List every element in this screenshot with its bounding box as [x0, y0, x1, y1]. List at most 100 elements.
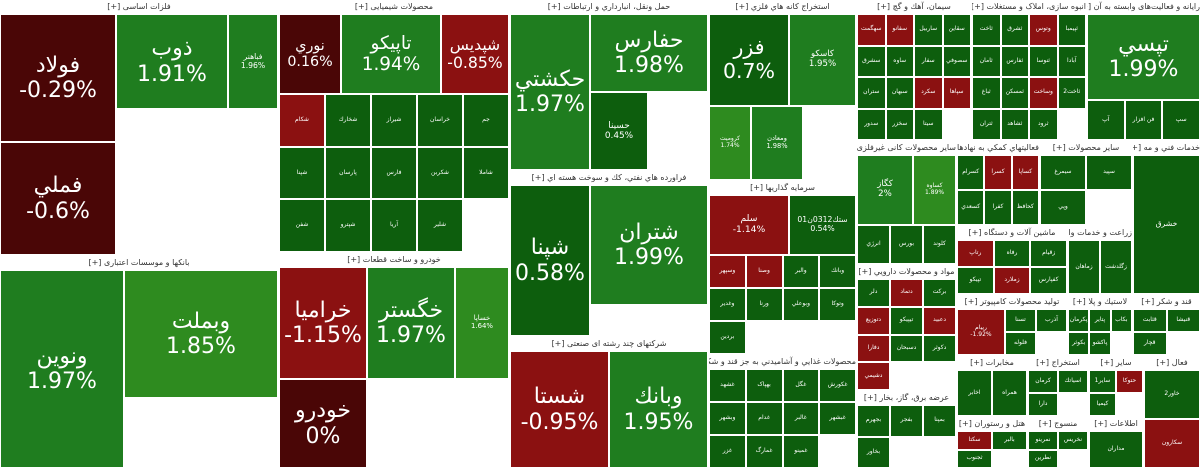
- stock-tile[interactable]: شستا -0.95%: [510, 351, 609, 468]
- stock-tile[interactable]: ثرود: [1029, 108, 1058, 140]
- stock-tile[interactable]: كسعدي: [957, 190, 985, 225]
- sector-s8[interactable]: بانکها و موسسات اعتباری [+] ونوين 1.97% وبم…: [0, 256, 278, 468]
- sector-header[interactable]: قند و شکر [+]: [1133, 295, 1200, 309]
- sector-header[interactable]: فعالیتهاي كمكي به نهادهاي مالي [+]: [957, 141, 1039, 155]
- stock-tile[interactable]: تپسي 1.99%: [1087, 14, 1200, 100]
- stock-tile[interactable]: بالبر: [992, 431, 1027, 450]
- stock-tile[interactable]: كلوند: [923, 225, 956, 264]
- stock-tile[interactable]: بردين: [709, 321, 746, 354]
- sector-s2[interactable]: محصولات شیمیایی [+] نوري 0.16% تاپيكو 1.94% ش…: [279, 0, 509, 252]
- sector-header[interactable]: لاستيك و پلا [+]: [1068, 295, 1132, 309]
- sector-header[interactable]: محصولات غذايي و آشاميدني به جز قند و شكر…: [709, 355, 856, 369]
- stock-tile[interactable]: غكورش: [819, 369, 856, 402]
- sector-header[interactable]: هتل و رستوران [+]: [957, 417, 1027, 431]
- stock-tile[interactable]: قثابت: [1133, 309, 1167, 332]
- stock-tile[interactable]: اخابر: [957, 370, 992, 416]
- stock-tile[interactable]: ثباغ: [972, 77, 1001, 109]
- stock-tile[interactable]: نطرين: [1028, 449, 1058, 468]
- stock-tile[interactable]: وتوس: [1029, 14, 1058, 46]
- sector-s9[interactable]: خودرو و ساخت قطعات [+] خراميا -1.15% خگستر 1…: [279, 253, 509, 468]
- sector-s11[interactable]: سرمايه گذاريها [+] سلم -1.14% ستك0312ن01 0.5…: [709, 181, 856, 354]
- sector-header[interactable]: ساير [+]: [1089, 356, 1143, 370]
- sector-header[interactable]: مخابرات [+]: [957, 356, 1027, 370]
- stock-tile[interactable]: رتاپ: [957, 240, 994, 267]
- stock-tile[interactable]: قچار: [1133, 332, 1167, 355]
- stock-tile[interactable]: بفجر: [890, 405, 923, 437]
- sector-s14[interactable]: سایر محصولات کانی غیرفلزی [+]كگاز2%كساوه…: [857, 141, 956, 264]
- sector-header[interactable]: فلزات اساسی [+]: [0, 0, 278, 14]
- stock-tile[interactable]: كروميت 1.74%: [709, 106, 751, 180]
- stock-tile[interactable]: مداران: [1089, 431, 1143, 468]
- sector-s7[interactable]: رایانه و فعالیت‌های وابسته به آن [+] تپسي…: [1087, 0, 1200, 140]
- stock-tile[interactable]: بكاب: [1110, 309, 1132, 332]
- stock-tile[interactable]: انرژي: [857, 225, 890, 264]
- stock-tile[interactable]: سپيد: [1086, 155, 1132, 190]
- stock-tile[interactable]: سيتا: [914, 108, 943, 140]
- stock-tile[interactable]: بخاور: [857, 436, 890, 468]
- stock-tile[interactable]: اسياتك: [1058, 370, 1088, 393]
- sector-header[interactable]: ماشین آلات و دستگاه [+]: [957, 226, 1067, 240]
- sector-s21[interactable]: خدمات فني و مه [+] خشرق: [1133, 141, 1200, 294]
- stock-tile[interactable]: ثمسكن: [1000, 77, 1029, 109]
- stock-tile[interactable]: ثشرق: [1000, 14, 1029, 46]
- stock-tile[interactable]: ساوه: [885, 45, 914, 77]
- stock-tile[interactable]: تاپيكو 1.94%: [341, 14, 441, 94]
- stock-tile[interactable]: رفاه: [993, 240, 1031, 267]
- stock-tile[interactable]: سفانو: [885, 14, 914, 46]
- stock-tile[interactable]: كفرا: [984, 190, 1012, 225]
- stock-tile[interactable]: حتوكا: [1116, 370, 1143, 393]
- stock-tile[interactable]: شپترو: [325, 199, 371, 252]
- stock-tile[interactable]: ثنوسا: [1029, 45, 1058, 77]
- stock-tile[interactable]: وصنا: [745, 255, 783, 288]
- stock-tile[interactable]: شپديس -0.85%: [441, 14, 509, 94]
- stock-tile[interactable]: غزر: [709, 435, 746, 468]
- sector-header[interactable]: استخراج [+]: [1028, 356, 1088, 370]
- sector-header[interactable]: عرضه برق، گاز، بخار [+]: [857, 391, 956, 405]
- stock-tile[interactable]: زماهان: [1068, 240, 1100, 294]
- stock-tile[interactable]: ساربيل: [914, 14, 943, 46]
- stock-tile[interactable]: خگستر 1.97%: [367, 267, 455, 379]
- stock-tile[interactable]: دسبحان: [890, 334, 923, 363]
- stock-tile[interactable]: پاكشو: [1089, 332, 1111, 355]
- sector-s16[interactable]: عرضه برق، گاز، بخار [+] بجهرم بفجر بمپنا بخا…: [857, 391, 956, 468]
- stock-tile[interactable]: زملارد: [993, 267, 1031, 294]
- stock-tile[interactable]: آريا: [371, 199, 417, 252]
- stock-tile[interactable]: وبانك 1.95%: [609, 351, 708, 468]
- stock-tile[interactable]: سهگمت: [857, 14, 886, 46]
- stock-tile[interactable]: ثتران: [972, 108, 1001, 140]
- stock-tile[interactable]: زقيام: [1030, 240, 1067, 267]
- stock-tile[interactable]: بهپاک: [745, 369, 783, 402]
- stock-tile[interactable]: نوري 0.16%: [279, 14, 341, 94]
- stock-tile[interactable]: نخريس: [1058, 431, 1088, 450]
- stock-tile[interactable]: ونوين 1.97%: [0, 270, 124, 468]
- sector-s29[interactable]: منسوج [+] نمرينو نخريس نطرين: [1028, 417, 1088, 468]
- stock-tile[interactable]: كاسكو 1.95%: [789, 14, 856, 106]
- sector-s4[interactable]: استخراج كانه هاي فلزي [+] فزر 0.7% كاسكو 1.9…: [709, 0, 856, 180]
- sector-s15[interactable]: مواد و محصولات دارويي [+] دلر دتماد بركت دتو…: [857, 265, 956, 390]
- stock-tile[interactable]: شتران 1.99%: [590, 185, 708, 305]
- stock-tile[interactable]: سيمرغ: [1040, 155, 1086, 190]
- stock-tile[interactable]: سكارون: [1144, 419, 1200, 468]
- stock-tile[interactable]: ستك0312ن01 0.54%: [789, 195, 856, 255]
- stock-tile[interactable]: وبانك: [819, 255, 856, 288]
- stock-tile[interactable]: غشهد: [709, 369, 746, 402]
- sector-header[interactable]: منسوج [+]: [1028, 417, 1088, 431]
- sector-header[interactable]: فعال [+]: [1144, 356, 1200, 370]
- stock-tile[interactable]: سپ: [1162, 100, 1200, 140]
- stock-tile[interactable]: تپيكو: [957, 267, 994, 294]
- stock-tile[interactable]: وغدير: [709, 288, 746, 321]
- stock-tile[interactable]: همراه: [992, 370, 1027, 416]
- stock-tile[interactable]: شكام: [279, 94, 325, 147]
- stock-tile[interactable]: ثاخت2: [1057, 77, 1086, 109]
- stock-tile[interactable]: كگاز 2%: [857, 155, 913, 225]
- stock-tile[interactable]: فزر 0.7%: [709, 14, 789, 106]
- stock-tile[interactable]: ثامان: [972, 45, 1001, 77]
- stock-tile[interactable]: والبر: [782, 255, 820, 288]
- sector-header[interactable]: محصولات شیمیایی [+]: [279, 0, 509, 14]
- stock-tile[interactable]: جم: [463, 94, 509, 147]
- stock-tile[interactable]: حكشتي 1.97%: [510, 14, 590, 170]
- sector-s3[interactable]: حمل ونقل، انبارداري و ارتباطات [+] حكشتي 1…: [510, 0, 708, 170]
- sector-s6[interactable]: انبوه سازی، املاک و مستغلات [+] ثاخت ثشرق و…: [972, 0, 1086, 140]
- stock-tile[interactable]: سدور: [857, 108, 886, 140]
- sector-header[interactable]: مواد و محصولات دارويي [+]: [857, 265, 956, 279]
